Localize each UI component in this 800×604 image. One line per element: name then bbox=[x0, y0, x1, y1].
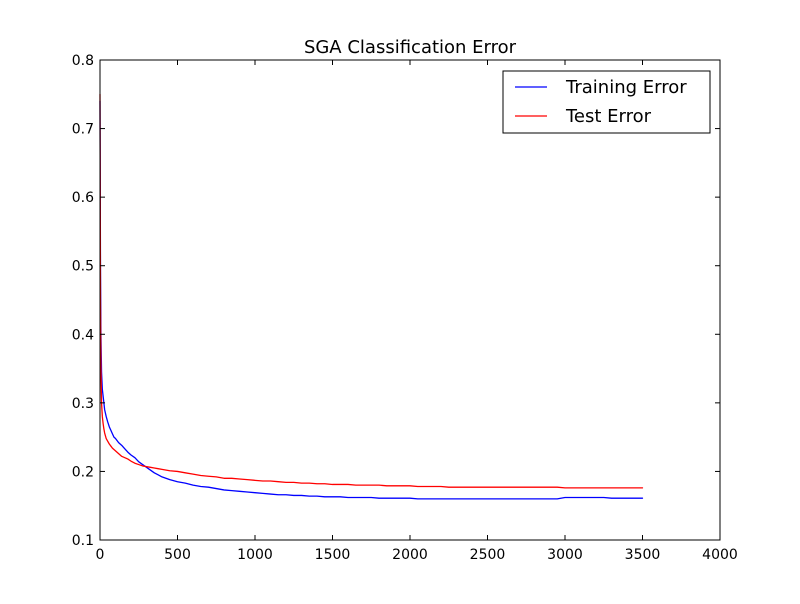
x-tick-label: 2000 bbox=[392, 547, 428, 563]
y-tick-label: 0.6 bbox=[72, 190, 94, 206]
x-tick-label: 1500 bbox=[315, 547, 351, 563]
legend-frame bbox=[502, 70, 711, 134]
axis-layer: 0 500 1000 1500 2000 2500 3000 3500 4000 0.1 0.2 0.… bbox=[72, 53, 738, 563]
legend-label-training-error: Training Error bbox=[565, 77, 687, 98]
x-tick-label: 1000 bbox=[237, 547, 273, 563]
y-tick-label: 0.8 bbox=[72, 53, 94, 69]
y-tick-label: 0.2 bbox=[72, 464, 94, 480]
y-tick-label: 0.4 bbox=[72, 327, 94, 343]
legend-label-test-error: Test Error bbox=[565, 106, 652, 127]
series-layer bbox=[99, 93, 644, 500]
x-tick-label: 3500 bbox=[625, 547, 661, 563]
plot-background bbox=[100, 60, 720, 540]
training-error-line bbox=[99, 100, 644, 500]
x-tick-label: 500 bbox=[164, 547, 191, 563]
y-tick-label: 0.7 bbox=[72, 122, 94, 138]
x-tick-label: 4000 bbox=[702, 547, 738, 563]
chart-title: SGA Classification Error bbox=[304, 37, 517, 58]
y-tick-label: 0.5 bbox=[72, 259, 94, 275]
legend: Training Error Test Error bbox=[502, 70, 711, 134]
x-tick-label: 0 bbox=[96, 547, 105, 563]
y-tick-label: 0.1 bbox=[72, 533, 94, 549]
y-tick-label: 0.3 bbox=[72, 396, 94, 412]
test-error-line bbox=[99, 93, 644, 489]
x-tick-label: 2500 bbox=[470, 547, 506, 563]
x-tick-label: 3000 bbox=[547, 547, 583, 563]
